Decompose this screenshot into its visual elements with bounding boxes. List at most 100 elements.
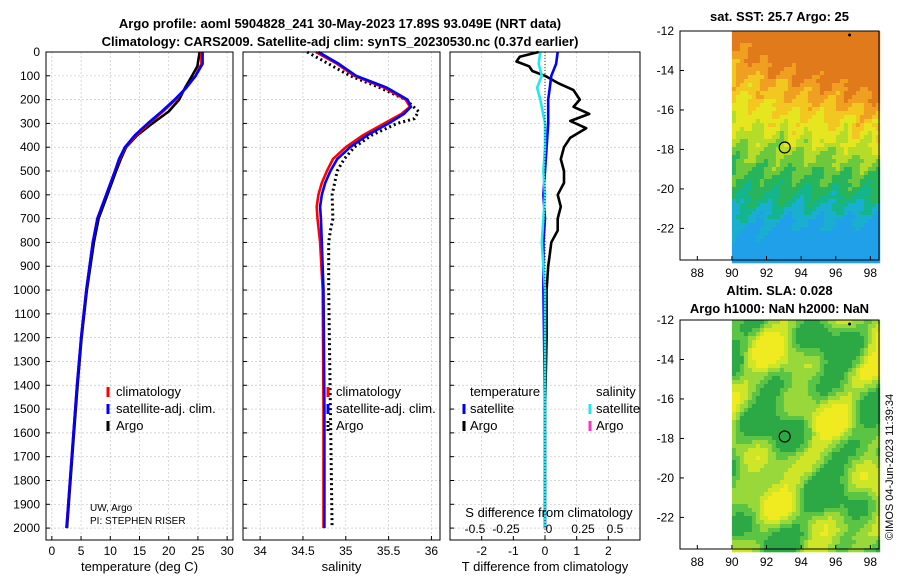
map-cell — [735, 215, 741, 220]
map-cell — [851, 123, 857, 128]
map-cell — [803, 544, 809, 549]
map-cell — [783, 215, 789, 220]
map-cell — [787, 368, 793, 373]
map-cell — [863, 63, 869, 68]
map-cell — [863, 352, 869, 357]
map-cell — [747, 163, 753, 168]
map-cell — [751, 348, 757, 353]
map-cell — [795, 464, 801, 469]
map-cell — [779, 520, 785, 525]
map-cell — [855, 43, 861, 48]
map-cell — [771, 488, 777, 493]
map-cell — [747, 31, 753, 36]
map-cell — [835, 476, 841, 481]
map-cell — [791, 420, 797, 425]
map-cell — [739, 159, 745, 164]
map-cell — [875, 524, 881, 529]
map-cell — [807, 143, 813, 148]
map-cell — [791, 247, 797, 252]
map-cell — [827, 63, 833, 68]
map-cell — [815, 336, 821, 341]
map-cell — [771, 163, 777, 168]
map-cell — [843, 35, 849, 40]
map-cell — [751, 496, 757, 501]
map-cell — [799, 47, 805, 52]
map-cell — [787, 344, 793, 349]
map-cell — [747, 548, 753, 553]
map-cell — [751, 372, 757, 377]
map-cell — [871, 528, 877, 533]
map-cell — [847, 79, 853, 84]
map-cell — [871, 396, 877, 401]
map-cell — [751, 424, 757, 429]
map-cell — [735, 247, 741, 252]
x-tick-label: -1 — [508, 544, 519, 558]
map-cell — [755, 500, 761, 505]
map-cell — [743, 59, 749, 64]
map-cell — [859, 179, 865, 184]
map-cell — [779, 336, 785, 341]
map-cell — [835, 187, 841, 192]
map-cell — [827, 388, 833, 393]
map-cell — [863, 484, 869, 489]
map-cell — [863, 79, 869, 84]
map-cell — [863, 183, 869, 188]
map-cell — [831, 432, 837, 437]
x-tick-label: 34 — [253, 544, 267, 558]
map-cell — [835, 139, 841, 144]
map-cell — [831, 380, 837, 385]
map-cell — [767, 227, 773, 232]
map-cell — [771, 524, 777, 529]
map-cell — [851, 468, 857, 473]
map-cell — [759, 528, 765, 533]
map-cell — [875, 412, 881, 417]
map-cell — [807, 179, 813, 184]
map-cell — [851, 243, 857, 248]
map-cell — [871, 524, 877, 529]
map-cell — [867, 119, 873, 124]
map-cell — [731, 424, 737, 429]
map-cell — [819, 336, 825, 341]
map-cell — [855, 183, 861, 188]
map-cell — [803, 340, 809, 345]
map-cell — [871, 380, 877, 385]
map-cell — [767, 75, 773, 80]
map-cell — [855, 420, 861, 425]
map-cell — [851, 504, 857, 509]
map-cell — [859, 476, 865, 481]
map-cell — [867, 247, 873, 252]
map-cell — [811, 416, 817, 421]
map-cell — [795, 340, 801, 345]
map-cell — [823, 384, 829, 389]
map-cell — [751, 492, 757, 497]
map-cell — [871, 440, 877, 445]
map-cell — [819, 175, 825, 180]
map-cell — [767, 55, 773, 60]
credit-line-2: PI: STEPHEN RISER — [90, 516, 186, 527]
map-cell — [843, 123, 849, 128]
map-cell — [743, 155, 749, 160]
map-cell — [747, 103, 753, 108]
map-cell — [855, 544, 861, 549]
map-cell — [795, 223, 801, 228]
map-cell — [731, 83, 737, 88]
map-cell — [851, 111, 857, 116]
map-cell — [731, 127, 737, 132]
map-cell — [859, 436, 865, 441]
map-cell — [759, 500, 765, 505]
map-cell — [819, 107, 825, 112]
map-cell — [811, 536, 817, 541]
map-cell — [839, 520, 845, 525]
map-cell — [795, 135, 801, 140]
map-cell — [863, 416, 869, 421]
map-cell — [771, 532, 777, 537]
map-cell — [779, 231, 785, 236]
map-cell — [743, 380, 749, 385]
map-cell — [779, 43, 785, 48]
map-cell — [779, 71, 785, 76]
map-cell — [735, 324, 741, 329]
y-tick-label: 900 — [20, 259, 40, 273]
map-cell — [759, 396, 765, 401]
map-cell — [867, 356, 873, 361]
map-cell — [811, 340, 817, 345]
